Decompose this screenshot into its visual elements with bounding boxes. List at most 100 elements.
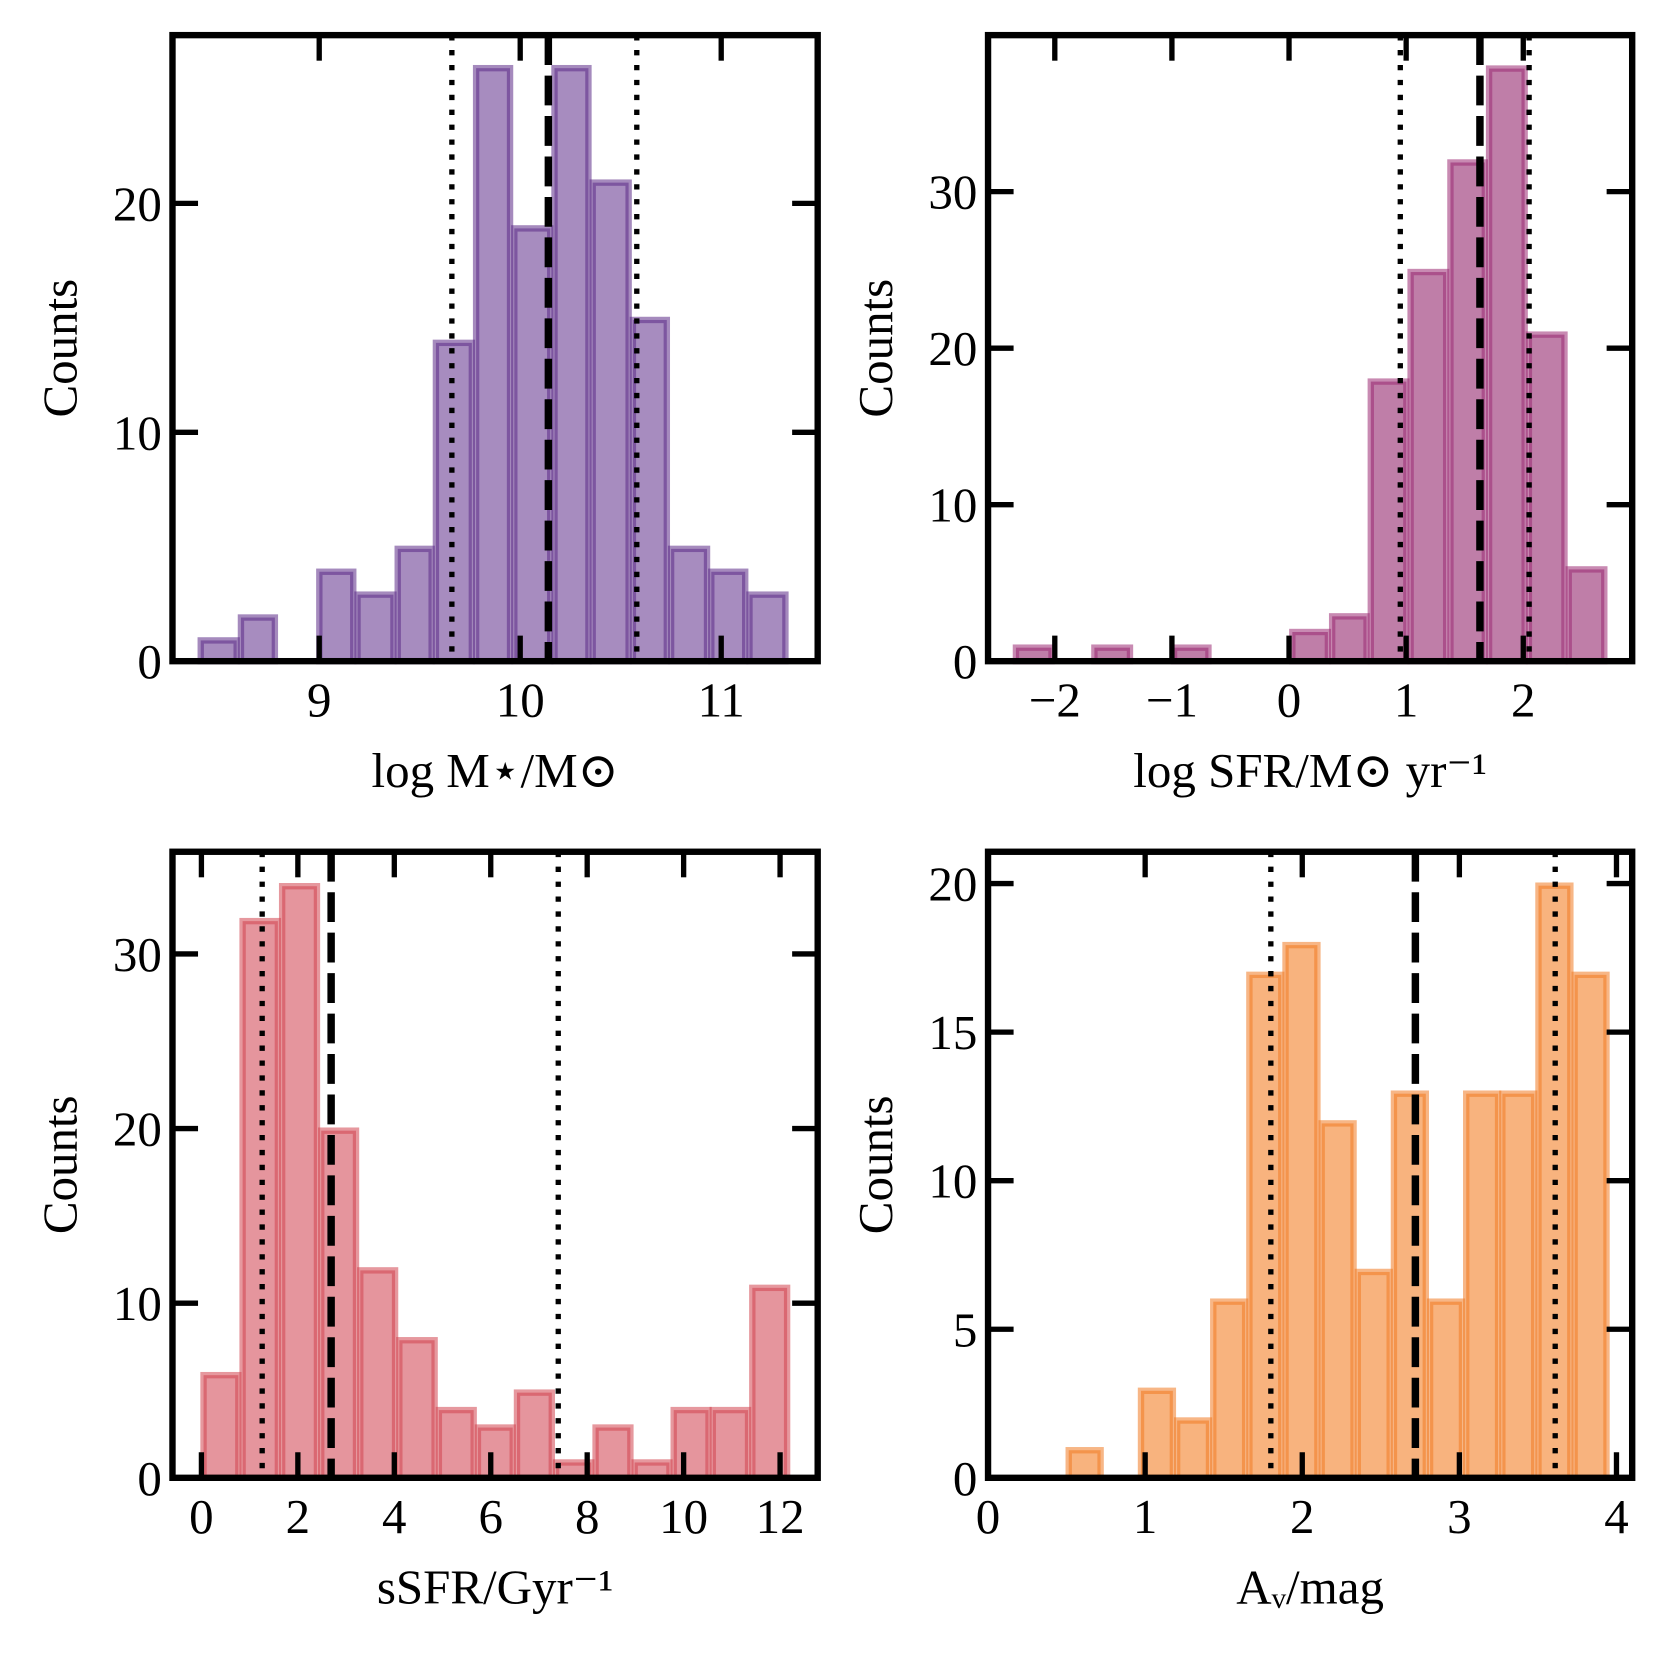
bar xyxy=(1173,1417,1213,1481)
y-tick-label: 20 xyxy=(928,857,977,912)
bars xyxy=(197,64,789,665)
x-tick-label: 8 xyxy=(575,1489,599,1544)
plot-frame xyxy=(169,31,821,665)
x-tick-label: 6 xyxy=(479,1489,503,1544)
bar xyxy=(278,883,321,1481)
x-tick-label: 2 xyxy=(1511,673,1535,728)
bars xyxy=(1012,65,1608,665)
x-tick-label: 2 xyxy=(1290,1489,1314,1544)
y-tick-label: 10 xyxy=(113,1276,162,1331)
x-tick-label: 0 xyxy=(1277,673,1301,728)
bar xyxy=(670,1406,712,1481)
bar xyxy=(1318,1120,1357,1481)
bar xyxy=(667,545,711,665)
y-tick-label: 20 xyxy=(113,176,162,231)
x-tick-label: 2 xyxy=(286,1489,310,1544)
bar xyxy=(709,1406,752,1481)
panel: 0 2 4 6 8 10 12 0 10 20 30 sSFR/Gyr⁻¹ Counts xyxy=(33,848,821,1614)
bar xyxy=(1571,971,1610,1481)
x-tick-label: 4 xyxy=(382,1489,406,1544)
bar xyxy=(1463,1090,1502,1481)
bar xyxy=(1525,331,1568,665)
x-tick-label: 3 xyxy=(1447,1489,1471,1544)
bar xyxy=(1210,1298,1249,1481)
x-axis-label: log SFR/M⊙ yr⁻¹ xyxy=(1133,743,1487,798)
bar xyxy=(1390,1090,1430,1481)
x-tick-label: 10 xyxy=(659,1489,708,1544)
y-tick-label: 0 xyxy=(137,634,161,689)
y-tick-label: 30 xyxy=(928,165,977,220)
y-axis-label: Counts xyxy=(848,279,903,418)
panel: 0 1 2 3 4 0 5 10 15 20 Aᵥ/mag Counts xyxy=(848,848,1636,1614)
y-tick-label: 20 xyxy=(113,1102,162,1157)
x-tick-label: 1 xyxy=(1394,673,1418,728)
y-tick-label: 10 xyxy=(113,405,162,460)
x-tick-label: 9 xyxy=(307,673,331,728)
bar xyxy=(629,316,671,665)
bar xyxy=(1354,1268,1393,1481)
x-axis-label: log M⋆/M⊙ xyxy=(371,743,618,798)
y-tick-label: 20 xyxy=(928,321,977,376)
x-tick-label: 0 xyxy=(976,1489,1000,1544)
bar xyxy=(1328,613,1370,665)
bar xyxy=(1246,971,1285,1481)
x-tick-label: 11 xyxy=(698,673,745,728)
x-tick-label: −2 xyxy=(1029,673,1081,728)
panel: 9 10 11 0 10 20 log M⋆/M⊙ Counts xyxy=(33,31,821,798)
bar xyxy=(1499,1090,1538,1481)
bar xyxy=(513,1389,555,1481)
y-tick-label: 10 xyxy=(928,478,977,533)
bar xyxy=(1485,65,1528,665)
y-tick-label: 30 xyxy=(113,927,162,982)
plot-frame xyxy=(984,848,1636,1481)
bar xyxy=(435,1406,477,1481)
bar xyxy=(354,591,397,665)
bars xyxy=(200,883,791,1481)
x-tick-label: 12 xyxy=(756,1489,805,1544)
y-tick-label: 10 xyxy=(928,1154,977,1209)
bar xyxy=(318,1127,360,1481)
bar xyxy=(746,591,789,665)
x-tick-label: 10 xyxy=(496,673,545,728)
bar xyxy=(1282,941,1321,1481)
y-tick-label: 0 xyxy=(953,634,977,689)
bar xyxy=(708,568,749,665)
bar xyxy=(592,1424,634,1481)
y-tick-label: 0 xyxy=(137,1451,161,1506)
y-axis-label: Counts xyxy=(33,279,88,418)
bar xyxy=(551,64,592,665)
y-axis-label: Counts xyxy=(33,1095,88,1234)
bar xyxy=(589,179,632,665)
bar xyxy=(396,1337,438,1481)
bar xyxy=(474,1424,516,1481)
bar xyxy=(1065,1447,1104,1481)
x-tick-label: −1 xyxy=(1146,673,1198,728)
x-tick-label: 4 xyxy=(1604,1489,1628,1544)
bar xyxy=(357,1267,399,1481)
y-tick-label: 15 xyxy=(928,1005,977,1060)
y-tick-label: 0 xyxy=(953,1451,977,1506)
bar xyxy=(394,545,435,665)
y-tick-label: 5 xyxy=(953,1302,977,1357)
bar xyxy=(1407,268,1450,665)
bar xyxy=(749,1284,791,1481)
x-axis-label: sSFR/Gyr⁻¹ xyxy=(377,1559,613,1614)
bar xyxy=(200,1371,242,1481)
y-axis-label: Counts xyxy=(848,1095,903,1234)
bar xyxy=(1565,566,1608,665)
bar xyxy=(511,225,554,665)
x-axis-label: Aᵥ/mag xyxy=(1236,1559,1384,1614)
bar xyxy=(237,614,279,665)
plot-frame xyxy=(169,848,821,1481)
bar xyxy=(472,64,514,665)
x-tick-label: 0 xyxy=(189,1489,213,1544)
bar xyxy=(1426,1298,1466,1481)
bar xyxy=(316,568,357,665)
bar xyxy=(1289,628,1332,665)
x-tick-label: 1 xyxy=(1133,1489,1157,1544)
bars xyxy=(1065,882,1610,1481)
